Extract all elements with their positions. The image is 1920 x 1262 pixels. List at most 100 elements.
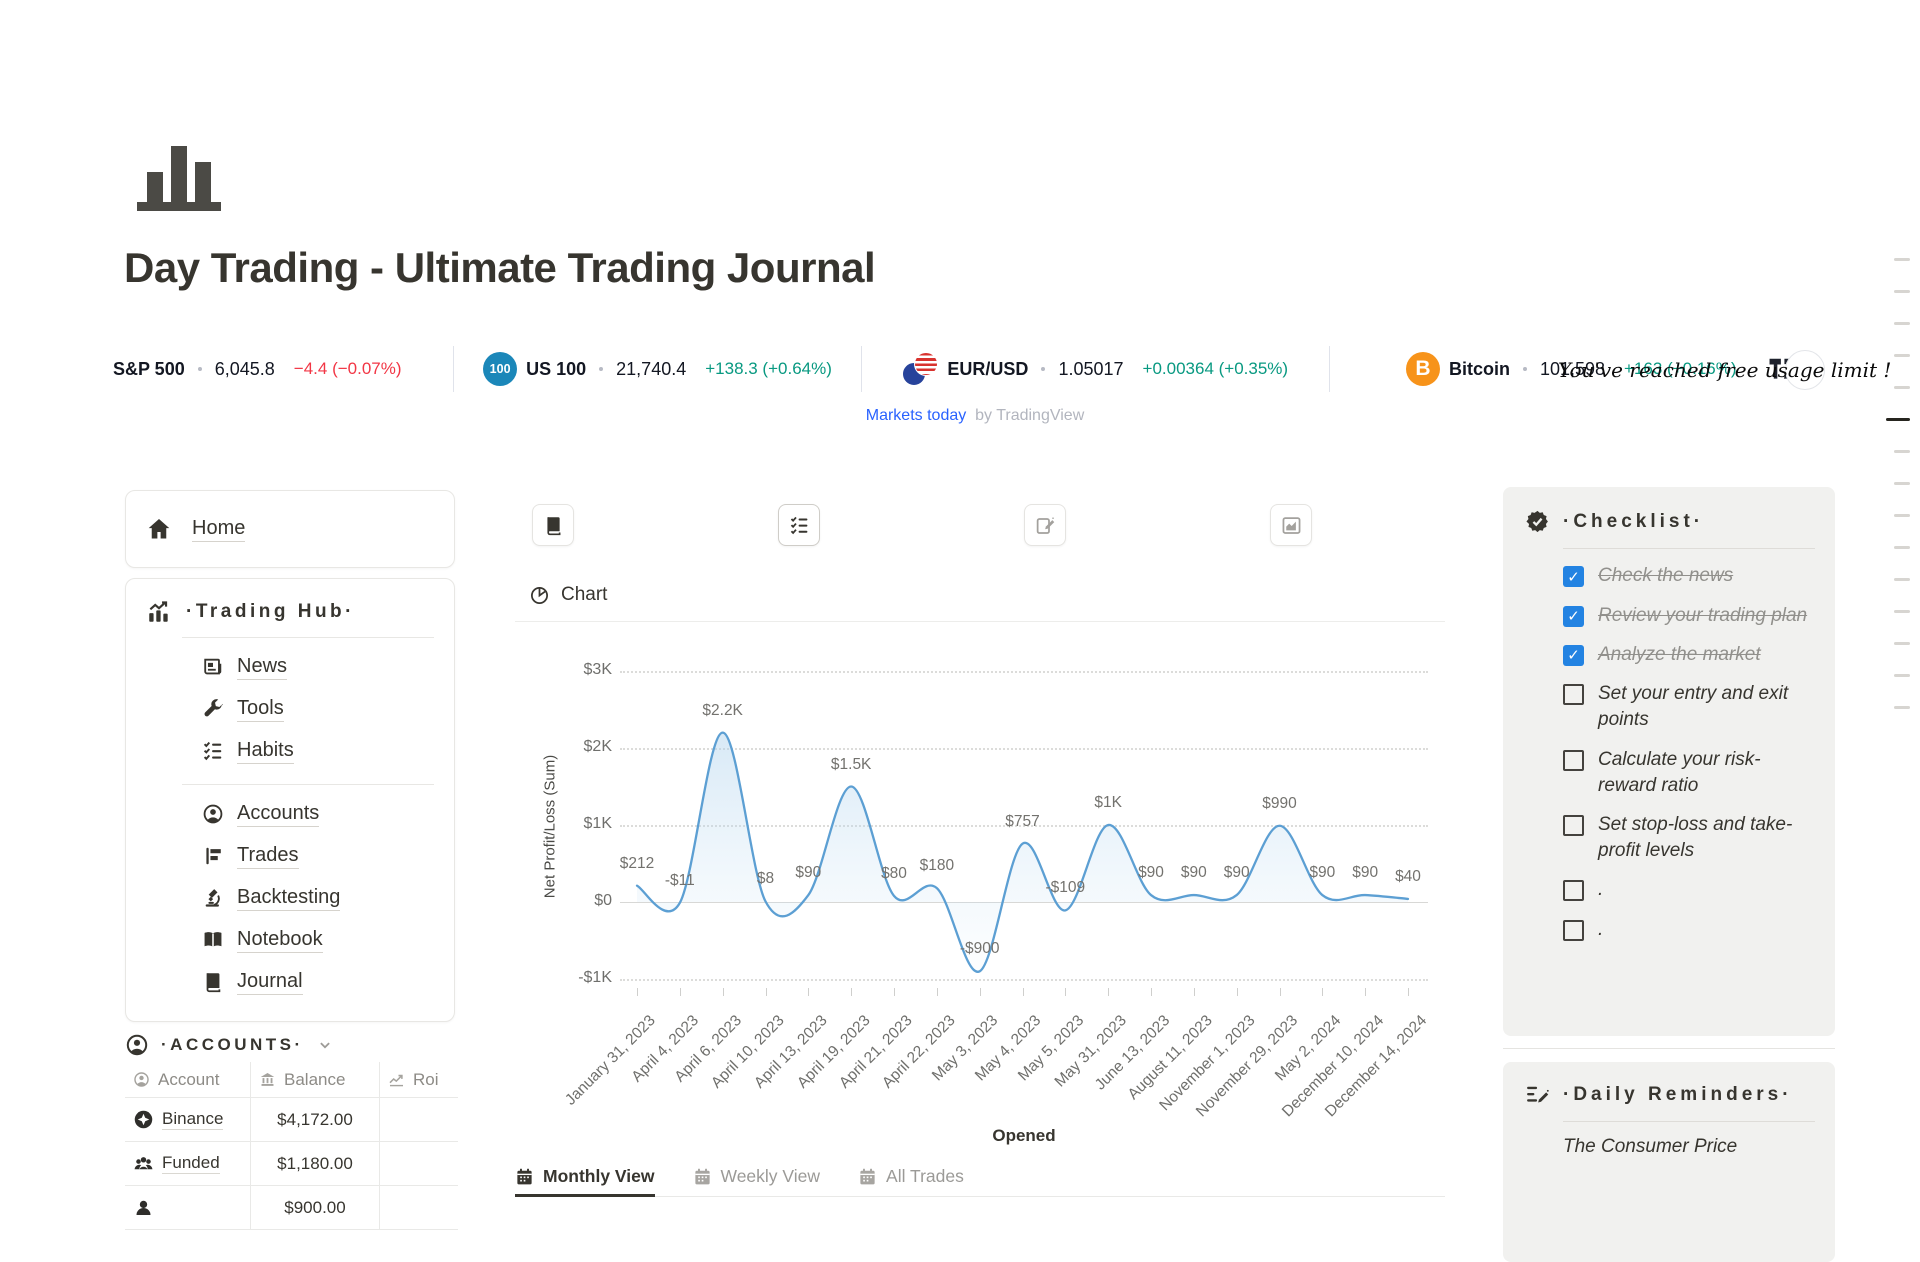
outline-dash[interactable] — [1894, 322, 1910, 325]
outline-dash[interactable] — [1894, 482, 1910, 485]
sidebar-item-label[interactable]: Accounts — [237, 802, 320, 827]
sidebar-item-label[interactable]: News — [237, 655, 288, 680]
toolbar-button-book[interactable] — [532, 504, 574, 546]
checkbox-unchecked[interactable] — [1563, 919, 1584, 941]
x-axis-tick — [936, 988, 938, 996]
column-header-roi[interactable]: Roi — [380, 1062, 458, 1097]
toolbar-button-chart-area[interactable] — [1270, 504, 1312, 546]
account-cell[interactable]: Funded — [125, 1142, 251, 1185]
data-point-label: $90 — [1352, 864, 1379, 882]
column-header-account[interactable]: Account — [125, 1062, 251, 1097]
sidebar-item-label[interactable]: Trades — [237, 844, 299, 869]
checklist-item-text: Analyze the market — [1598, 643, 1761, 665]
sidebar-item-notebook[interactable]: Notebook — [202, 919, 434, 961]
checklist-item[interactable]: ✓ Review your trading plan — [1563, 603, 1815, 629]
table-row: Funded $1,180.00 — [125, 1142, 458, 1186]
y-axis-tick-label: $2K — [583, 738, 612, 755]
checklist-item[interactable]: . — [1563, 917, 1815, 943]
sidebar-item-label[interactable]: Journal — [237, 970, 303, 995]
outline-dash[interactable] — [1894, 514, 1910, 517]
ticker-value: 6,045.8 — [214, 358, 275, 379]
tradingview-badge-circle[interactable] — [1785, 350, 1825, 390]
checklist-item-text: . — [1598, 879, 1604, 901]
x-axis-tick — [1408, 988, 1409, 996]
accounts-section-header[interactable]: ·ACCOUNTS· — [125, 1030, 455, 1060]
outline-dash[interactable] — [1894, 706, 1910, 709]
page-icon-bar-chart — [133, 138, 227, 218]
checklist-item[interactable]: Calculate your risk-reward ratio — [1563, 747, 1815, 799]
outline-dash[interactable] — [1894, 674, 1910, 677]
sidebar-item-habits[interactable]: Habits — [202, 730, 434, 772]
tab-all-trades[interactable]: All Trades — [858, 1156, 964, 1196]
checkbox-checked[interactable]: ✓ — [1563, 566, 1584, 588]
sidebar-item-journal[interactable]: Journal — [202, 961, 434, 1003]
outline-dash[interactable] — [1894, 546, 1910, 549]
checklist-item-text: Calculate your risk-reward ratio — [1598, 748, 1761, 796]
table-row: Binance $4,172.00 — [125, 1098, 458, 1142]
data-point-label: -$900 — [959, 940, 1000, 958]
sidebar-item-tools[interactable]: Tools — [202, 688, 434, 730]
sidebar-item-trades[interactable]: Trades — [202, 835, 434, 877]
checklist-item[interactable]: Set stop-loss and take-profit levels — [1563, 812, 1815, 864]
book-icon — [543, 515, 564, 536]
checklist-header: ·Checklist· — [1525, 507, 1815, 536]
checkbox-unchecked[interactable] — [1563, 880, 1584, 902]
data-point-label: $180 — [919, 857, 955, 875]
checklist-item[interactable]: ✓ Analyze the market — [1563, 642, 1815, 668]
outline-dash-current[interactable] — [1886, 418, 1910, 421]
ticker-attribution: Markets today by TradingView — [865, 407, 1085, 424]
chevron-down-icon[interactable] — [316, 1036, 334, 1054]
ticker-item-s-p-500[interactable]: S&P 500 6,045.8 −4.4 (−0.07%) — [113, 346, 453, 392]
checkbox-unchecked[interactable] — [1563, 749, 1584, 771]
account-name[interactable]: Funded — [162, 1153, 220, 1174]
checklist-item[interactable]: Set your entry and exit points — [1563, 681, 1815, 733]
outline-dash[interactable] — [1894, 354, 1910, 357]
ticker-item-us-100[interactable]: 100 US 100 21,740.4 +138.3 (+0.64%) — [453, 346, 861, 392]
sidebar-home-card[interactable]: Home — [125, 490, 455, 568]
checklist-item[interactable]: . — [1563, 877, 1815, 903]
account-cell[interactable] — [125, 1186, 251, 1229]
sidebar-item-label[interactable]: Tools — [237, 697, 284, 722]
ticker-item-eur-usd[interactable]: EUR/USD 1.05017 +0.00364 (+0.35%) — [861, 346, 1329, 392]
sidebar-item-backtesting[interactable]: Backtesting — [202, 877, 434, 919]
tab-weekly-view[interactable]: Weekly View — [693, 1156, 820, 1196]
balance-cell: $4,172.00 — [251, 1098, 380, 1141]
trading-hub-header: ·Trading Hub· — [146, 599, 434, 625]
sidebar-item-label[interactable]: Backtesting — [237, 886, 341, 911]
outline-dash[interactable] — [1894, 642, 1910, 645]
checklist-item[interactable]: ✓ Check the news — [1563, 563, 1815, 589]
outline-dash[interactable] — [1894, 258, 1910, 261]
checkbox-unchecked[interactable] — [1563, 684, 1584, 706]
checkbox-unchecked[interactable] — [1563, 814, 1584, 836]
ticker-item-bitcoin[interactable]: B Bitcoin 101,598 +163 (+0.16%) — [1328, 346, 1814, 392]
dot-separator — [1522, 367, 1527, 371]
outline-dash[interactable] — [1894, 610, 1910, 613]
markets-today-link[interactable]: Markets today — [865, 407, 967, 424]
outline-dash[interactable] — [1894, 578, 1910, 581]
account-cell[interactable]: Binance — [125, 1098, 251, 1141]
divider — [1563, 1121, 1815, 1123]
checkbox-checked[interactable]: ✓ — [1563, 605, 1584, 627]
toolbar-button-habits[interactable] — [778, 504, 820, 546]
roi-cell — [380, 1186, 458, 1229]
account-name[interactable]: Binance — [162, 1109, 224, 1130]
sidebar-item-accounts[interactable]: Accounts — [202, 793, 434, 835]
tab-label: Monthly View — [543, 1165, 655, 1186]
column-header-balance[interactable]: Balance — [251, 1062, 380, 1097]
outline-dash[interactable] — [1894, 290, 1910, 293]
sidebar-item-label[interactable]: Habits — [237, 739, 294, 764]
table-row: $900.00 — [125, 1186, 458, 1230]
sidebar-trading-hub-card: ·Trading Hub· News Tools Habits Accounts Tr… — [125, 578, 455, 1022]
sidebar-item-label[interactable]: Notebook — [237, 928, 323, 953]
sidebar-item-news[interactable]: News — [202, 646, 434, 688]
outline-dash[interactable] — [1894, 386, 1910, 389]
sidebar-item-home[interactable]: Home — [192, 517, 246, 542]
y-axis-tick-label: $1K — [583, 815, 612, 832]
data-point-label: $990 — [1262, 794, 1297, 812]
divider — [1503, 1048, 1835, 1049]
tab-monthly-view[interactable]: Monthly View — [515, 1156, 655, 1197]
outline-dash[interactable] — [1894, 450, 1910, 453]
checkbox-checked[interactable]: ✓ — [1563, 644, 1584, 666]
accounts-section-title: ·ACCOUNTS· — [161, 1035, 304, 1054]
toolbar-button-edit-square[interactable] — [1024, 504, 1066, 546]
